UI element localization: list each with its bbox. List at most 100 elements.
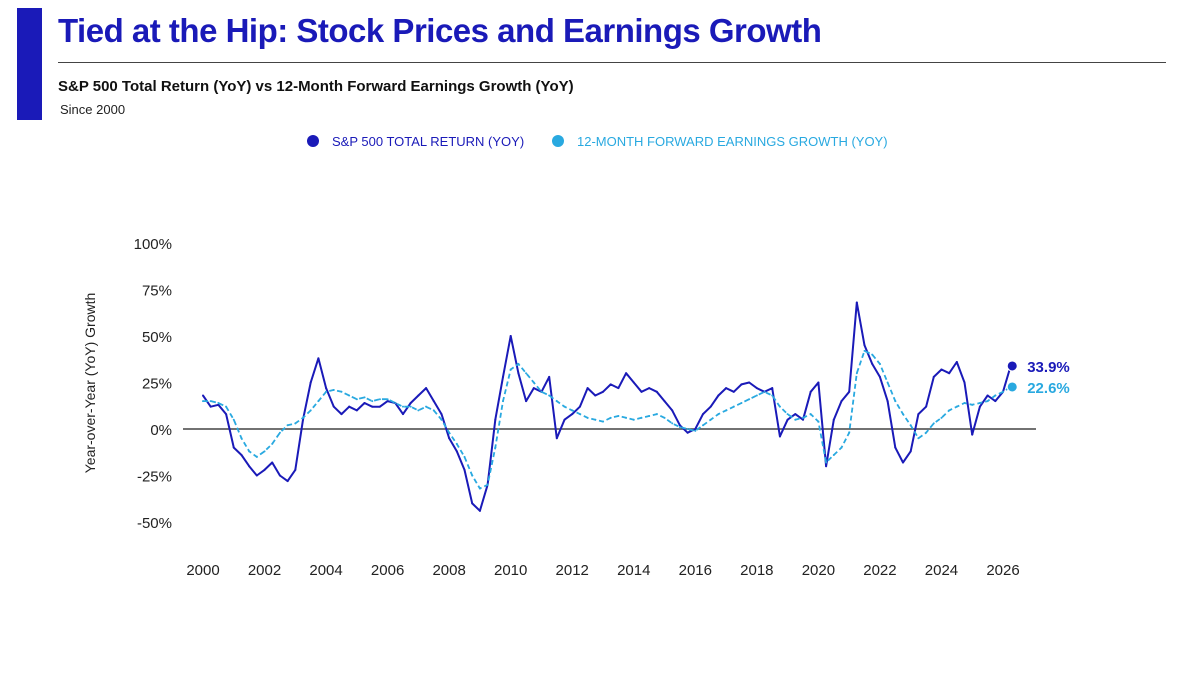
sp500-point (902, 461, 904, 464)
sp500-point (332, 405, 335, 408)
legend-label-sp500: S&P 500 TOTAL RETURN (YOY) (332, 134, 524, 149)
earnings-point (794, 418, 797, 421)
earnings-point (932, 422, 935, 425)
sp500-point (963, 381, 966, 384)
sp500-point (771, 387, 774, 390)
sp500-point (409, 401, 412, 404)
sp500-point (748, 381, 751, 384)
sp500-point (709, 405, 712, 408)
earnings-point (594, 418, 597, 421)
sp500-point (663, 400, 666, 403)
earnings-point (225, 405, 228, 408)
sp500-point (202, 394, 204, 397)
earnings-point (678, 426, 681, 429)
sp500-point (425, 387, 428, 390)
y-tick-label: 0% (150, 422, 172, 439)
earnings-point (502, 400, 504, 403)
sp500-point (532, 387, 535, 390)
earnings-point (248, 450, 251, 453)
x-tick-label: 2004 (309, 562, 342, 579)
y-tick-label: -25% (137, 469, 172, 486)
earnings-point (948, 409, 951, 412)
sp500-point (886, 400, 889, 403)
sp500-point (278, 474, 281, 477)
forward-earnings-growth-line (203, 349, 1012, 490)
earnings-point (509, 368, 512, 371)
earnings-point (971, 403, 974, 406)
sp500-point (286, 480, 289, 483)
earnings-point (548, 394, 551, 397)
earnings-point (532, 381, 535, 384)
sp500-point (832, 418, 835, 421)
sp500-point (340, 413, 343, 416)
earnings-end-label: 22.6% (1027, 380, 1070, 397)
earnings-point (340, 390, 343, 393)
x-tick-label: 2024 (925, 562, 958, 579)
sp500-point (940, 368, 943, 371)
sp500-end-marker (1006, 360, 1018, 372)
sp500-point (971, 433, 974, 436)
y-tick-label: -50% (137, 515, 172, 532)
sp500-point (617, 387, 620, 390)
sp500-point (625, 372, 628, 375)
sp500-point (432, 400, 435, 403)
sp500-point (978, 405, 981, 408)
sp500-point (417, 394, 420, 397)
sp500-point (363, 401, 366, 404)
sp500-point (571, 413, 574, 416)
x-tick-label: 2018 (740, 562, 773, 579)
x-tick-label: 2014 (617, 562, 650, 579)
earnings-point (263, 450, 266, 453)
earnings-point (763, 390, 766, 393)
y-tick-label: 25% (142, 376, 172, 393)
earnings-point (771, 394, 774, 397)
earnings-point (586, 416, 589, 419)
earnings-point (732, 405, 735, 408)
sp500-point (840, 400, 843, 403)
sp500-point (448, 437, 451, 440)
sp500-point (294, 468, 297, 471)
sp500-point (455, 450, 458, 453)
sp500-point (632, 381, 635, 384)
sp500-point (717, 394, 720, 397)
x-tick-label: 2010 (494, 562, 527, 579)
y-tick-label: 100% (134, 236, 172, 253)
sp500-point (786, 418, 789, 421)
earnings-point (425, 405, 428, 408)
sp500-point (548, 375, 551, 378)
earnings-point (463, 455, 466, 458)
earnings-point (232, 418, 235, 421)
earnings-point (825, 461, 828, 464)
sp500-point (255, 474, 258, 477)
chart-subtitle: S&P 500 Total Return (YoY) vs 12-Month F… (58, 78, 574, 95)
earnings-point (671, 422, 674, 425)
sp500-point (686, 431, 689, 434)
earnings-point (278, 431, 281, 434)
earnings-point (202, 400, 204, 403)
sp500-point (932, 375, 935, 378)
earnings-point (378, 398, 381, 401)
earnings-point (240, 437, 243, 440)
sp500-point (502, 375, 504, 378)
x-tick-label: 2020 (802, 562, 835, 579)
sp500-point (955, 361, 958, 364)
earnings-point (309, 409, 312, 412)
earnings-point (909, 424, 912, 427)
sp500-point (678, 424, 681, 427)
earnings-point (994, 394, 997, 397)
earnings-point (609, 416, 612, 419)
earnings-point (302, 416, 304, 419)
earnings-point (602, 420, 604, 423)
sp500-point (825, 465, 828, 468)
earnings-point (686, 428, 689, 430)
earnings-point (748, 398, 751, 401)
sp500-point (217, 403, 220, 406)
sp500-point (248, 465, 251, 468)
earnings-point (663, 416, 666, 419)
sp500-point (517, 372, 520, 375)
x-axis-ticks: 2000 2002 2004 2006 2008 2010 2012 2014 2016 2018… (186, 562, 1019, 579)
earnings-point (317, 400, 320, 403)
earnings-point (709, 418, 712, 421)
earnings-point (402, 405, 404, 408)
earnings-point (786, 413, 789, 416)
